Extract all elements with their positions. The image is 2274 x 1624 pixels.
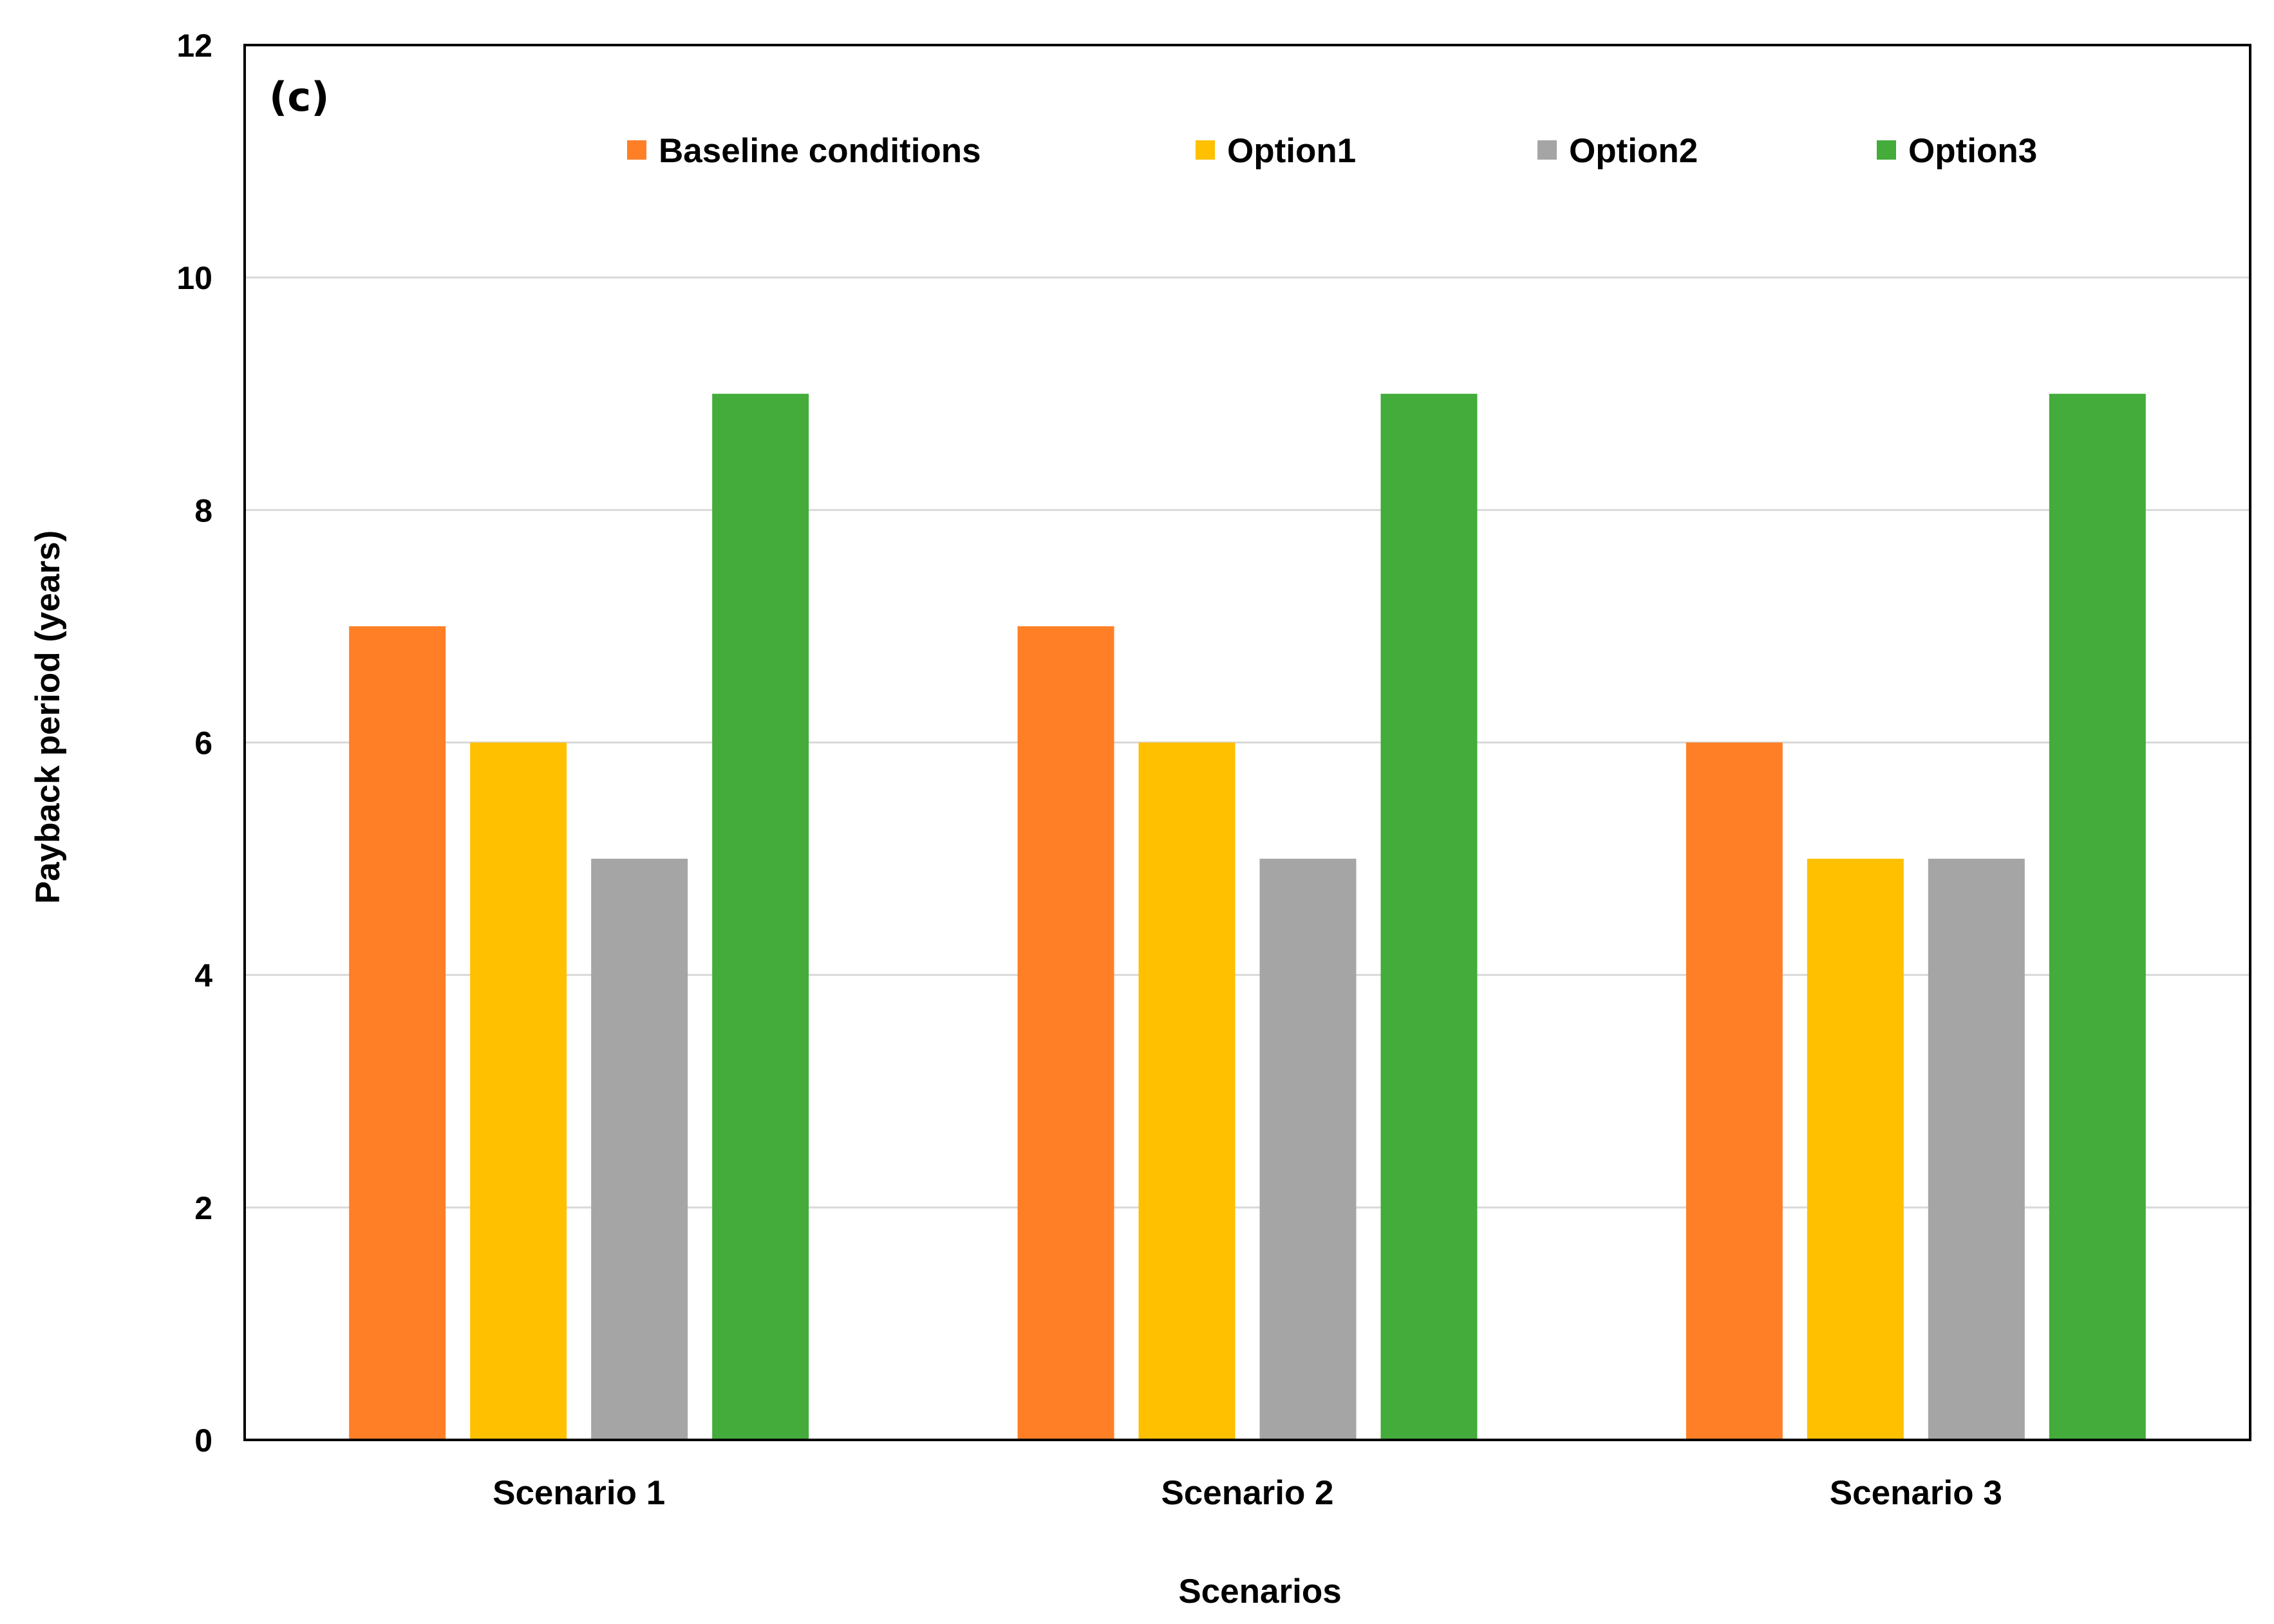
bar-option2-scenario-2 bbox=[1259, 859, 1357, 1440]
x-tick-label-scenario-3: Scenario 3 bbox=[1830, 1474, 2002, 1512]
bar-option2-scenario-1 bbox=[591, 859, 688, 1440]
legend-label: Option3 bbox=[1908, 132, 2037, 170]
plot-area-frame bbox=[243, 44, 2251, 1441]
bars bbox=[349, 393, 2146, 1440]
bar-baseline-conditions-scenario-2 bbox=[1017, 626, 1114, 1440]
bar-option1-scenario-1 bbox=[470, 742, 567, 1440]
x-tick-label-scenario-1: Scenario 1 bbox=[493, 1474, 665, 1512]
x-axis-ticks: Scenario 1 Scenario 2 Scenario 3 bbox=[493, 1474, 2002, 1512]
legend-item-option2: Option2 bbox=[1537, 132, 1698, 170]
legend: Baseline conditions Option1 Option2 Option3 bbox=[627, 132, 2037, 170]
panel-label: (c) bbox=[269, 73, 329, 120]
legend-label: Baseline conditions bbox=[659, 132, 981, 170]
x-axis-title: Scenarios bbox=[1178, 1573, 1341, 1610]
legend-item-option1: Option1 bbox=[1196, 132, 1356, 170]
y-tick-label: 2 bbox=[194, 1190, 212, 1226]
x-tick-label-scenario-2: Scenario 2 bbox=[1161, 1474, 1333, 1512]
bar-option2-scenario-3 bbox=[1928, 859, 2025, 1440]
y-axis-ticks: 0 2 4 6 8 10 12 bbox=[176, 28, 212, 1459]
legend-swatch bbox=[1877, 140, 1896, 160]
bar-baseline-conditions-scenario-3 bbox=[1686, 742, 1783, 1440]
legend-label: Option1 bbox=[1227, 132, 1356, 170]
y-tick-label: 4 bbox=[194, 958, 212, 994]
bar-baseline-conditions-scenario-1 bbox=[349, 626, 446, 1440]
legend-swatch bbox=[627, 140, 646, 160]
bar-option3-scenario-1 bbox=[712, 393, 809, 1440]
legend-swatch bbox=[1196, 140, 1215, 160]
y-tick-label: 6 bbox=[194, 725, 212, 761]
bar-option3-scenario-3 bbox=[2049, 393, 2146, 1440]
legend-item-option3: Option3 bbox=[1877, 132, 2037, 170]
y-tick-label: 10 bbox=[176, 260, 212, 296]
bar-option1-scenario-3 bbox=[1807, 859, 1904, 1440]
legend-swatch bbox=[1537, 140, 1557, 160]
y-tick-label: 12 bbox=[176, 28, 212, 64]
legend-label: Option2 bbox=[1569, 132, 1698, 170]
bar-option3-scenario-2 bbox=[1380, 393, 1478, 1440]
y-tick-label: 0 bbox=[194, 1423, 212, 1459]
gridlines bbox=[245, 276, 2250, 1209]
legend-item-baseline-conditions: Baseline conditions bbox=[627, 132, 981, 170]
y-axis-title: Payback period (years) bbox=[29, 530, 67, 904]
y-tick-label: 8 bbox=[194, 492, 212, 528]
bar-option1-scenario-2 bbox=[1138, 742, 1236, 1440]
